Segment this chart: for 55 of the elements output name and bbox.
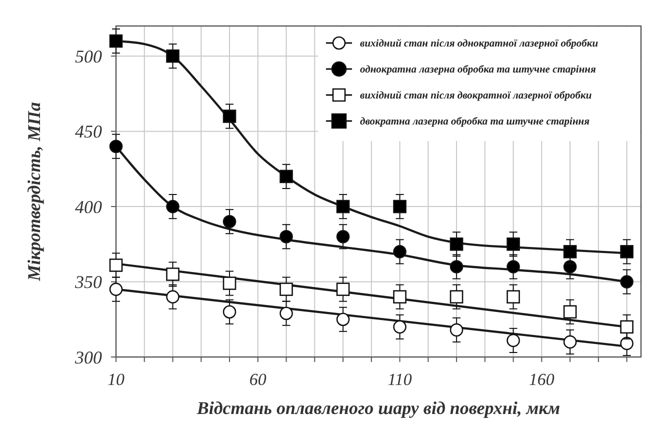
point (109, 140, 123, 154)
point (222, 214, 236, 228)
y-axis-title: Мікротвердість, МПа (24, 102, 44, 282)
point (563, 335, 577, 349)
y-tick-label: 300 (74, 347, 102, 368)
point (336, 282, 350, 296)
point (563, 260, 577, 274)
point (109, 34, 123, 48)
point (450, 260, 464, 274)
point (280, 306, 293, 320)
point (620, 245, 634, 258)
y-tick-label: 400 (75, 196, 102, 217)
point (506, 260, 520, 274)
point (166, 49, 180, 63)
x-tick-label: 10 (108, 370, 125, 389)
point (450, 238, 464, 251)
legend-label: двократна лазерна обробка та штучне старіння (360, 116, 590, 128)
x-tick-label: 110 (388, 370, 412, 389)
legend-label: однократна лазерна обробка та штучне старіння (360, 64, 596, 76)
point (166, 268, 180, 281)
point (450, 323, 464, 337)
x-tick-label: 60 (249, 370, 267, 389)
point (336, 230, 350, 244)
point (506, 290, 520, 304)
point (222, 305, 236, 319)
point (393, 320, 406, 334)
point (222, 110, 236, 123)
point (336, 200, 350, 214)
point (393, 245, 406, 258)
point (620, 336, 634, 350)
point (109, 282, 123, 296)
point (222, 276, 236, 290)
point (563, 305, 577, 319)
point (393, 200, 406, 214)
x-tick-label: 160 (528, 370, 555, 389)
legend-label: вихідний стан після однократної лазерної обробки (360, 38, 598, 50)
point (280, 170, 293, 184)
legend-label: вихідний стан після двократної лазерної обробки (360, 90, 592, 102)
point (450, 290, 464, 304)
y-tick-label: 350 (74, 272, 102, 292)
point (109, 258, 123, 272)
point (506, 334, 520, 348)
point (166, 200, 180, 214)
point (280, 230, 293, 244)
point (336, 312, 350, 326)
point (563, 245, 577, 258)
point (620, 320, 634, 334)
point (393, 290, 406, 304)
point (166, 290, 180, 304)
point (506, 238, 520, 251)
y-tick-label: 450 (75, 122, 102, 142)
y-tick-label: 500 (75, 46, 102, 66)
x-axis-title: Відстань оплавленого шару від поверхні, мкм (196, 398, 560, 418)
point (620, 275, 634, 288)
point (280, 282, 293, 296)
